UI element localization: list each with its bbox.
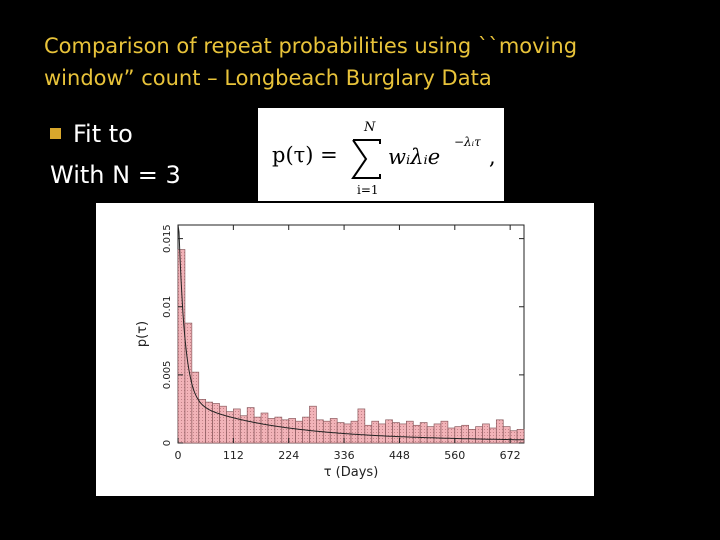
y-tick-label: 0.015 <box>162 224 173 253</box>
histogram-bar <box>274 416 283 444</box>
formula-tail: , <box>489 145 496 169</box>
formula-lhs: p(τ) = <box>272 143 338 167</box>
formula-term: wᵢλᵢe <box>388 145 440 169</box>
histogram-bar <box>246 407 255 444</box>
bullet-text: Fit to <box>73 120 133 148</box>
histogram-bar <box>475 426 483 444</box>
plot-frame <box>177 224 525 444</box>
histogram-bar <box>489 427 497 444</box>
x-axis-ticks: 0 112 224 336 448 560 672 <box>175 225 521 462</box>
bars-group <box>177 249 525 444</box>
histogram-chart: 0 112 224 336 448 560 672 0 0.005 0.01 0.015 τ (D… <box>96 203 594 496</box>
formula-exponent: −λᵢτ <box>454 135 481 149</box>
slide-title-line-2: window” count – Longbeach Burglary Data <box>44 66 492 90</box>
histogram-bar <box>406 420 414 444</box>
histogram-bar <box>371 420 380 444</box>
y-axis-ticks: 0 0.005 0.01 0.015 <box>162 224 524 446</box>
histogram-bar <box>350 420 359 444</box>
histogram-bar <box>482 423 490 444</box>
y-tick-label: 0 <box>162 440 173 446</box>
histogram-bar <box>385 419 393 444</box>
x-tick-label: 112 <box>223 449 244 462</box>
slide-title-line-1: Comparison of repeat probabilities using… <box>44 34 578 58</box>
histogram-bar <box>440 420 449 444</box>
histogram-bar <box>399 423 407 444</box>
histogram-bar <box>329 418 338 444</box>
histogram-bar <box>516 429 525 444</box>
formula-sum-lower: i=1 <box>357 183 379 197</box>
histogram-bar <box>309 405 317 444</box>
x-tick-label: 224 <box>278 449 299 462</box>
histogram-bar <box>219 405 227 444</box>
histogram-bar <box>426 426 435 444</box>
y-tick-label: 0.005 <box>162 361 173 390</box>
histogram-bar <box>419 422 428 444</box>
square-bullet-icon <box>50 127 61 139</box>
histogram-bar <box>392 422 400 444</box>
x-tick-label: 0 <box>175 449 182 462</box>
bullet-item: Fit to <box>50 119 133 149</box>
histogram-bar <box>288 418 296 444</box>
x-tick-label: 448 <box>389 449 410 462</box>
formula-svg: p(τ) = N i=1 wᵢλᵢe −λᵢτ , <box>272 120 496 197</box>
histogram-bar <box>281 419 290 444</box>
histogram-bar <box>233 408 241 444</box>
histogram-bar <box>364 424 373 444</box>
histogram-bar <box>509 430 518 444</box>
histogram-bar <box>378 423 386 444</box>
histogram-bar <box>212 403 220 444</box>
formula-sum-upper: N <box>363 120 376 135</box>
x-tick-label: 336 <box>334 449 355 462</box>
histogram-bar <box>412 424 421 444</box>
histogram-bar <box>454 426 463 444</box>
histogram-bar <box>357 408 366 444</box>
slide-title: Comparison of repeat probabilities using… <box>44 30 684 94</box>
histogram-bar <box>198 399 207 444</box>
y-axis-label: p(τ) <box>135 321 150 347</box>
histogram-bar <box>447 427 456 444</box>
histogram-bar <box>184 322 193 444</box>
sigma-icon <box>351 139 381 179</box>
fit-curve <box>177 224 524 441</box>
histogram-bar <box>253 416 262 444</box>
x-tick-label: 560 <box>444 449 465 462</box>
histogram-bar <box>267 418 276 444</box>
y-tick-label: 0.01 <box>162 296 173 318</box>
histogram-bar <box>468 429 476 444</box>
formula-image: p(τ) = N i=1 wᵢλᵢe −λᵢτ , <box>258 108 504 201</box>
histogram-bar <box>260 412 269 444</box>
histogram-bar <box>191 371 200 444</box>
histogram-bar <box>461 424 469 444</box>
histogram-svg: 0 112 224 336 448 560 672 0 0.005 0.01 0.015 τ (D… <box>135 224 525 480</box>
histogram-bar <box>433 423 442 444</box>
histogram-bar <box>295 420 303 444</box>
histogram-bar <box>502 426 511 444</box>
n-value-text: With N = 3 <box>50 161 181 189</box>
x-axis-label: τ (Days) <box>324 465 379 480</box>
x-tick-label: 672 <box>500 449 521 462</box>
